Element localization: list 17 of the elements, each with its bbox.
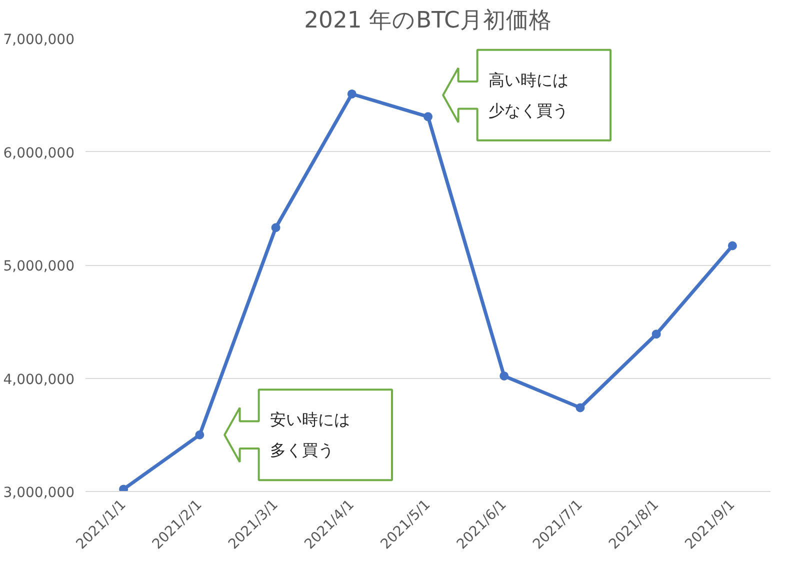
- y-tick-label: 7,000,000: [3, 32, 75, 48]
- point: [119, 484, 128, 492]
- point: [652, 330, 661, 339]
- chart-title: 2021 年のBTC月初価格: [304, 8, 552, 34]
- point: [500, 371, 509, 380]
- y-tick-label: 3,000,000: [3, 485, 75, 501]
- y-tick-label: 4,000,000: [3, 372, 75, 388]
- point: [576, 403, 585, 412]
- point: [347, 90, 356, 98]
- annotation: 安い時には多く買う: [270, 410, 350, 460]
- point: [195, 430, 204, 440]
- y-tick-label: 6,000,000: [3, 145, 75, 162]
- point: [728, 241, 737, 250]
- point: [271, 223, 280, 232]
- y-tick-label: 5,000,000: [3, 258, 75, 274]
- point: [424, 112, 432, 122]
- annotation: 高い時には少なく買う: [488, 70, 569, 120]
